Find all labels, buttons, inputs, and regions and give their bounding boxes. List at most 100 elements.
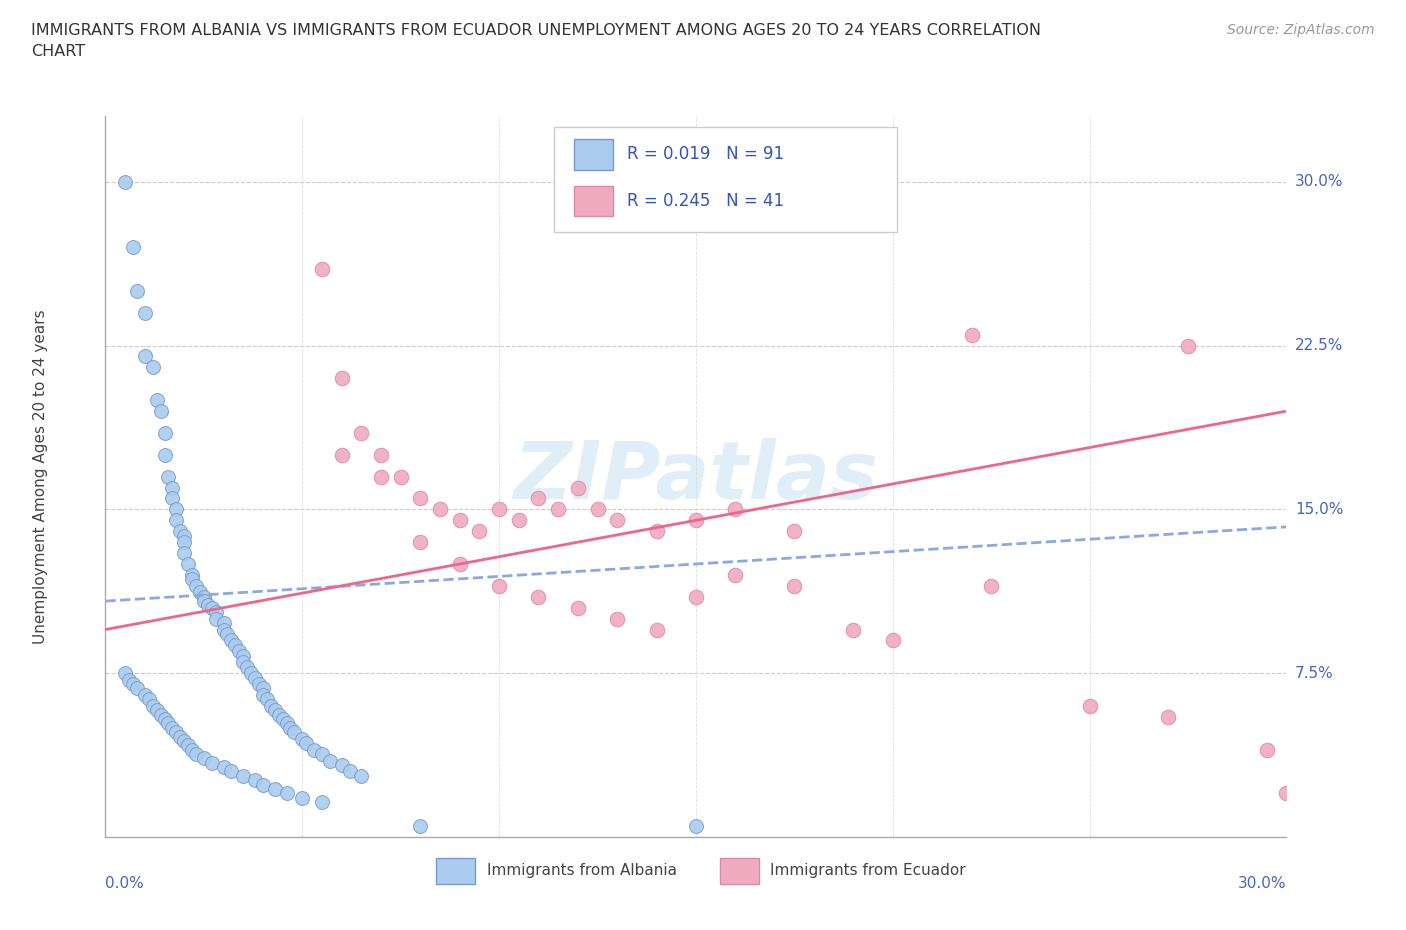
Point — [142, 360, 165, 375]
Text: 15.0%: 15.0% — [1295, 502, 1343, 517]
Point — [252, 687, 274, 702]
Point — [138, 692, 160, 707]
Point — [173, 734, 195, 749]
Point — [145, 392, 167, 407]
Point — [217, 627, 239, 642]
Point — [193, 751, 215, 765]
Point — [193, 590, 215, 604]
Point — [173, 546, 195, 561]
Point — [783, 578, 806, 593]
Point — [645, 524, 668, 538]
Point — [247, 677, 270, 692]
Point — [153, 711, 176, 726]
Point — [204, 611, 226, 626]
Point — [188, 585, 211, 600]
Point — [339, 764, 361, 779]
Point — [350, 768, 373, 783]
Text: R = 0.245   N = 41: R = 0.245 N = 41 — [627, 193, 785, 210]
Point — [527, 491, 550, 506]
Point — [122, 240, 145, 255]
Point — [212, 616, 235, 631]
Point — [1256, 742, 1278, 757]
Point — [162, 721, 184, 736]
Point — [228, 644, 250, 658]
Point — [1078, 698, 1101, 713]
Point — [118, 672, 141, 687]
Point — [429, 502, 451, 517]
Point — [842, 622, 865, 637]
Text: R = 0.019   N = 91: R = 0.019 N = 91 — [627, 145, 785, 164]
Point — [330, 757, 353, 772]
Point — [645, 622, 668, 637]
Point — [370, 469, 392, 484]
Point — [153, 447, 176, 462]
Point — [291, 731, 314, 746]
Point — [389, 469, 412, 484]
Point — [724, 567, 747, 582]
Point — [169, 729, 191, 744]
Point — [606, 611, 628, 626]
Bar — [720, 858, 759, 883]
Point — [488, 502, 510, 517]
Point — [177, 556, 200, 571]
Text: 0.0%: 0.0% — [105, 876, 145, 891]
FancyBboxPatch shape — [554, 127, 897, 232]
Point — [173, 535, 195, 550]
Point — [263, 781, 285, 796]
Point — [212, 760, 235, 775]
Point — [263, 703, 285, 718]
Point — [280, 721, 302, 736]
Text: 7.5%: 7.5% — [1295, 666, 1333, 681]
Point — [330, 447, 353, 462]
Point — [449, 556, 471, 571]
Point — [311, 794, 333, 809]
Point — [724, 502, 747, 517]
Point — [157, 469, 180, 484]
Point — [252, 681, 274, 696]
Point — [165, 502, 187, 517]
Point — [221, 633, 243, 648]
Point — [153, 426, 176, 441]
Text: CHART: CHART — [31, 44, 84, 59]
Point — [134, 349, 156, 364]
Point — [232, 648, 254, 663]
Point — [685, 512, 707, 527]
Point — [125, 284, 148, 299]
Point — [236, 659, 259, 674]
Point — [181, 567, 204, 582]
Bar — [574, 186, 613, 217]
Point — [283, 724, 305, 739]
Point — [201, 600, 224, 615]
Point — [197, 598, 219, 613]
Point — [184, 578, 207, 593]
Point — [350, 426, 373, 441]
Point — [162, 491, 184, 506]
Point — [586, 502, 609, 517]
Point — [267, 707, 290, 722]
Point — [567, 480, 589, 495]
Point — [606, 512, 628, 527]
Point — [149, 404, 172, 418]
Point — [276, 716, 298, 731]
Point — [184, 747, 207, 762]
Point — [221, 764, 243, 779]
Point — [409, 491, 432, 506]
Point — [508, 512, 530, 527]
Point — [409, 535, 432, 550]
Point — [193, 593, 215, 608]
Point — [291, 790, 314, 805]
Point — [134, 305, 156, 320]
Point — [980, 578, 1002, 593]
Text: Immigrants from Albania: Immigrants from Albania — [486, 863, 676, 879]
Point — [177, 737, 200, 752]
Point — [201, 755, 224, 770]
Text: Source: ZipAtlas.com: Source: ZipAtlas.com — [1227, 23, 1375, 37]
Text: ZIPatlas: ZIPatlas — [513, 438, 879, 515]
Text: Unemployment Among Ages 20 to 24 years: Unemployment Among Ages 20 to 24 years — [32, 310, 48, 644]
Point — [311, 261, 333, 276]
Text: 30.0%: 30.0% — [1239, 876, 1286, 891]
Point — [165, 724, 187, 739]
Point — [527, 590, 550, 604]
Point — [204, 604, 226, 619]
Point — [260, 698, 283, 713]
